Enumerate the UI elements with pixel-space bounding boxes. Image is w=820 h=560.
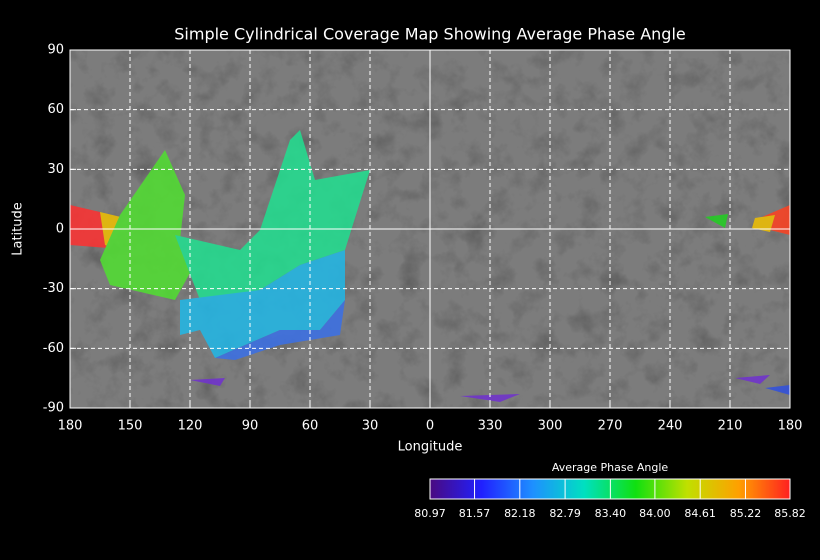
y-axis-label: Latitude xyxy=(11,202,26,256)
colorbar-tick-label: 81.57 xyxy=(459,507,491,520)
x-tick-label: 300 xyxy=(538,419,563,434)
y-tick-label: -90 xyxy=(43,401,64,416)
coverage-patch xyxy=(175,130,370,300)
x-tick-label: 90 xyxy=(242,419,259,434)
y-tick-label: 0 xyxy=(56,222,64,237)
y-tick-label: -30 xyxy=(43,281,64,296)
x-axis-label: Longitude xyxy=(398,440,463,455)
y-tick-label: 90 xyxy=(47,43,64,58)
y-tick-label: 30 xyxy=(47,162,64,177)
x-tick-label: 210 xyxy=(718,419,743,434)
coverage xyxy=(70,130,790,402)
x-tick-label: 120 xyxy=(178,419,203,434)
colorbar-tick-label: 85.82 xyxy=(774,507,806,520)
x-tick-label: 270 xyxy=(598,419,623,434)
coverage-patch xyxy=(460,394,520,402)
coverage-patch xyxy=(100,150,200,300)
colorbar-tick-label: 82.79 xyxy=(549,507,581,520)
x-tick-label: 180 xyxy=(778,419,803,434)
colorbar-tick-label: 84.00 xyxy=(639,507,671,520)
x-tick-label: 180 xyxy=(58,419,83,434)
coverage-patch xyxy=(765,385,790,395)
x-tick-label: 30 xyxy=(362,419,379,434)
x-tick-label: 150 xyxy=(118,419,143,434)
coverage-patch xyxy=(190,378,225,386)
y-tick-label: -60 xyxy=(43,341,64,356)
colorbar-tick-label: 84.61 xyxy=(684,507,716,520)
colorbar-tick-label: 83.40 xyxy=(595,507,627,520)
y-tick-label: 60 xyxy=(47,102,64,117)
map-title: Simple Cylindrical Coverage Map Showing … xyxy=(174,25,685,44)
coverage-patch xyxy=(180,250,345,358)
colorbar-title: Average Phase Angle xyxy=(552,461,669,474)
coverage-patch xyxy=(705,214,728,228)
coverage-patch xyxy=(752,215,775,232)
x-tick-label: 60 xyxy=(302,419,319,434)
colorbar-tick-label: 82.18 xyxy=(504,507,536,520)
colorbar-tick-label: 80.97 xyxy=(414,507,446,520)
coverage-patch xyxy=(735,375,770,384)
colorbar-tick-label: 85.22 xyxy=(730,507,762,520)
x-tick-label: 330 xyxy=(478,419,503,434)
x-tick-label: 240 xyxy=(658,419,683,434)
coverage-patch xyxy=(215,300,345,360)
x-tick-label: 0 xyxy=(426,419,434,434)
